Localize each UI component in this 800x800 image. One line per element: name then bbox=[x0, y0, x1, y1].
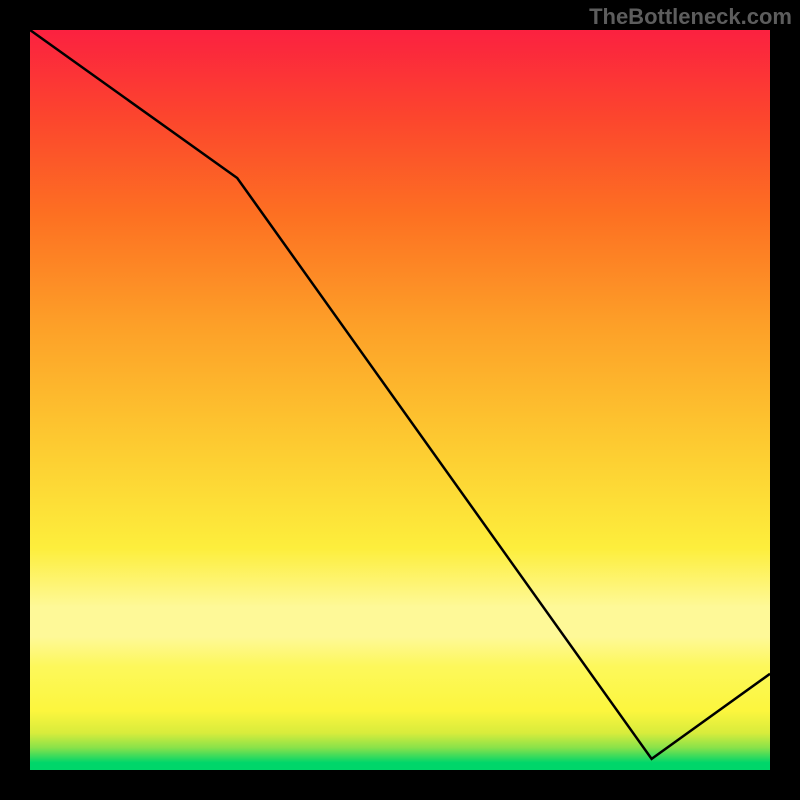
plot-line-layer bbox=[30, 30, 770, 770]
watermark-text: TheBottleneck.com bbox=[589, 4, 792, 30]
bottleneck-line bbox=[30, 30, 770, 759]
plot-area bbox=[30, 30, 770, 770]
chart-root: { "watermark": { "text": "TheBottleneck.… bbox=[0, 0, 800, 800]
